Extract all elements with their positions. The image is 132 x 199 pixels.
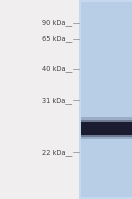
Bar [79,0,132,199]
Bar [81,122,132,135]
Text: 22 kDa__: 22 kDa__ [42,149,72,156]
Text: 65 kDa__: 65 kDa__ [42,35,72,42]
Text: 40 kDa__: 40 kDa__ [42,65,72,72]
Bar [81,2,132,197]
Text: 31 kDa__: 31 kDa__ [42,97,72,104]
Bar [81,117,132,139]
Bar [81,120,132,137]
Text: 90 kDa__: 90 kDa__ [42,20,72,26]
